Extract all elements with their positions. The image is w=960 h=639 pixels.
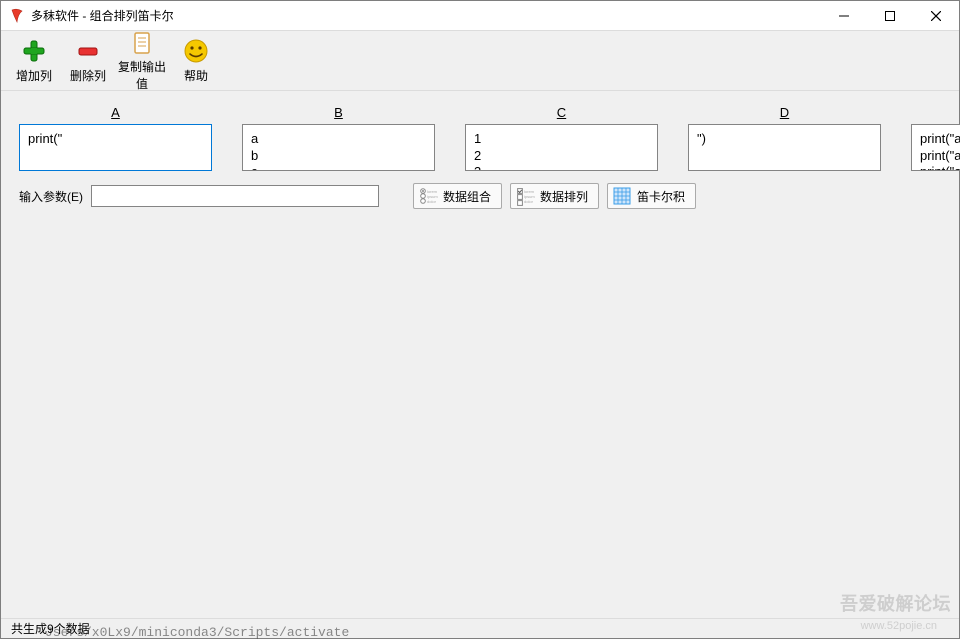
doc-icon	[128, 30, 156, 56]
toolbar: 增加列 删除列 复制输出值	[1, 31, 959, 91]
maximize-button[interactable]	[867, 1, 913, 31]
toolbar-label: 删除列	[70, 67, 106, 84]
column-C: C	[465, 105, 658, 171]
column-textarea[interactable]	[911, 124, 960, 171]
grid-icon	[612, 186, 632, 206]
column-textarea[interactable]	[242, 124, 435, 171]
svg-text:dolor: dolor	[524, 199, 534, 204]
toolbar-label: 复制输出值	[115, 58, 169, 92]
mode-combination-button[interactable]: lorem ipsum dolor 数据组合	[413, 183, 502, 209]
column-textarea[interactable]	[688, 124, 881, 171]
column-B: B	[242, 105, 435, 171]
params-label: 输入参数(E)	[19, 188, 83, 205]
window-title: 多秣软件 - 组合排列笛卡尔	[31, 7, 821, 24]
minus-icon	[74, 37, 102, 65]
plus-icon	[20, 37, 48, 65]
columns-row: ABCDOutput	[19, 105, 941, 171]
status-text: 共生成9个数据	[11, 620, 90, 637]
column-header[interactable]: D	[688, 105, 881, 120]
column-textarea[interactable]	[19, 124, 212, 171]
column-header[interactable]: A	[19, 105, 212, 120]
column-textarea[interactable]	[465, 124, 658, 171]
column-header[interactable]: B	[242, 105, 435, 120]
add-column-button[interactable]: 增加列	[7, 33, 61, 89]
app-window: 多秣软件 - 组合排列笛卡尔 增加列	[0, 0, 960, 639]
mode-label: 数据组合	[443, 188, 491, 205]
toolbar-label: 增加列	[16, 67, 52, 84]
content-area: A B C D Output 输入参数(E) lorem ipsum dolor 数据组…	[1, 91, 959, 618]
params-input[interactable]	[91, 185, 379, 207]
svg-text:dolor: dolor	[427, 199, 437, 204]
column-D: D	[688, 105, 881, 171]
window-controls	[821, 1, 959, 31]
statusbar: 共生成9个数据	[1, 618, 959, 638]
column-header[interactable]: C	[465, 105, 658, 120]
bottom-row: 输入参数(E) lorem ipsum dolor 数据组合	[19, 183, 941, 209]
titlebar: 多秣软件 - 组合排列笛卡尔	[1, 1, 959, 31]
list-radio-icon: lorem ipsum dolor	[418, 186, 438, 206]
mode-label: 数据排列	[540, 188, 588, 205]
toolbar-label: 帮助	[184, 67, 208, 84]
mode-permutation-button[interactable]: lorem ipsum dolor 数据排列	[510, 183, 599, 209]
help-button[interactable]: 帮助	[169, 33, 223, 89]
copy-output-button[interactable]: 复制输出值	[115, 33, 169, 89]
minimize-button[interactable]	[821, 1, 867, 31]
app-icon	[9, 8, 25, 24]
help-icon	[182, 37, 210, 65]
close-button[interactable]	[913, 1, 959, 31]
mode-label: 笛卡尔积	[637, 188, 685, 205]
mode-cartesian-button[interactable]: 笛卡尔积	[607, 183, 696, 209]
column-Output: Output	[911, 105, 960, 171]
column-header[interactable]: Output	[911, 105, 960, 120]
list-check-icon: lorem ipsum dolor	[515, 186, 535, 206]
column-A: A	[19, 105, 212, 171]
delete-column-button[interactable]: 删除列	[61, 33, 115, 89]
